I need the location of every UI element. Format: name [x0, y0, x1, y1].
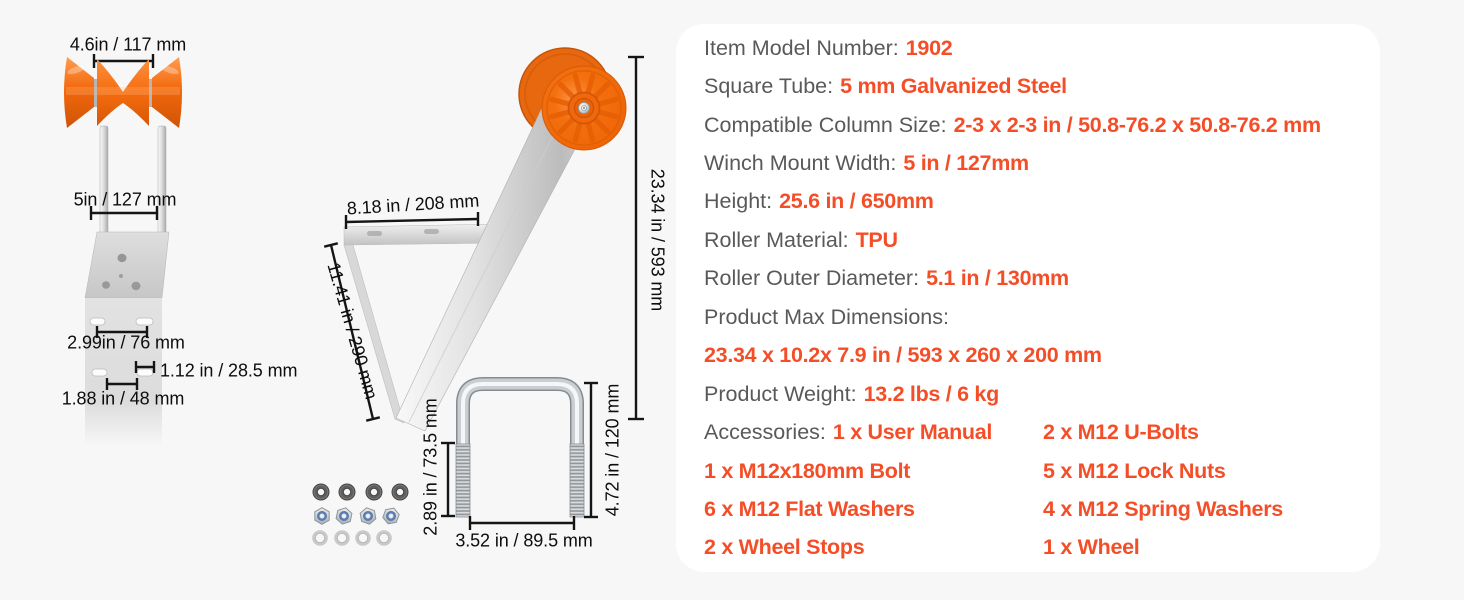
- dim-label-ubolt-width: 3.52 in / 89.5 mm: [455, 530, 593, 551]
- spec-label: Product Max Dimensions:: [704, 304, 949, 329]
- dim-line-diagonal: [323, 242, 381, 422]
- dim-line-slot-spacing-wide: [95, 326, 149, 338]
- accessory-item: 2 x Wheel Stops: [704, 535, 865, 560]
- bracket-slots: [89, 317, 154, 377]
- spec-row-max-dimensions-value: 23.34 x 10.2x 7.9 in / 593 x 260 x 200 m…: [704, 337, 1380, 375]
- dim-line-ubolt-thread: [441, 441, 455, 518]
- spec-value: 13.2 lbs / 6 kg: [863, 381, 1000, 406]
- ubolt-thread-right: [569, 443, 585, 518]
- accessories-row: 1 x M12x180mm Bolt 5 x M12 Lock Nuts: [704, 452, 1380, 490]
- spring-washers-illustration: [312, 530, 392, 546]
- spec-value: 25.6 in / 650mm: [779, 189, 934, 214]
- spec-value: 5.1 in / 130mm: [926, 266, 1069, 291]
- spec-card: Item Model Number: 1902 Square Tube: 5 m…: [676, 24, 1380, 572]
- arm-left-strip: [343, 244, 405, 424]
- accessory-item: 2 x M12 U-Bolts: [1043, 420, 1199, 445]
- dim-label-slot-spacing-wide: 2.99in / 76 mm: [67, 332, 185, 353]
- spec-row-max-dimensions-label: Product Max Dimensions:: [704, 298, 1380, 336]
- dim-line-mount-width: [89, 206, 159, 220]
- accessories-row: Accessories: 1 x User Manual 2 x M12 U-B…: [704, 413, 1380, 451]
- accessory-item: 1 x User Manual: [832, 420, 993, 445]
- spec-label: Item Model Number:: [704, 35, 899, 60]
- dim-label-ubolt-thread: 2.89 in / 73.5 mm: [420, 398, 441, 536]
- spec-value: 5 mm Galvanized Steel: [840, 74, 1067, 99]
- spec-value: 1902: [905, 35, 953, 60]
- spec-value: 2-3 x 2-3 in / 50.8-76.2 x 50.8-76.2 mm: [953, 112, 1321, 137]
- spec-row-product-weight: Product Weight: 13.2 lbs / 6 kg: [704, 375, 1380, 413]
- dim-label-slot-spacing-narrow: 1.88 in / 48 mm: [61, 388, 185, 409]
- accessory-item: 5 x M12 Lock Nuts: [1043, 458, 1226, 483]
- accessories-row: 6 x M12 Flat Washers 4 x M12 Spring Wash…: [704, 490, 1380, 528]
- dim-label-total-height: 23.34 in / 593 mm: [647, 168, 668, 312]
- spec-label: Winch Mount Width:: [704, 151, 897, 176]
- spec-label: Compatible Column Size:: [704, 112, 947, 137]
- dim-line-ubolt-height: [584, 381, 598, 519]
- dim-label-mount-width: 5in / 127 mm: [73, 189, 177, 210]
- accessory-item: 6 x M12 Flat Washers: [704, 496, 915, 521]
- spec-value: 5 in / 127mm: [903, 151, 1029, 176]
- spec-value: TPU: [855, 227, 898, 252]
- spec-label: Product Weight:: [704, 381, 857, 406]
- spec-label: Roller Outer Diameter:: [704, 266, 920, 291]
- spec-row-square-tube: Square Tube: 5 mm Galvanized Steel: [704, 67, 1380, 105]
- spec-row-model-number: Item Model Number: 1902: [704, 29, 1380, 67]
- mount-bracket-illustration: [84, 231, 170, 446]
- dim-label-ubolt-height: 4.72 in / 120 mm: [602, 383, 623, 517]
- drawings-canvas: [64, 47, 644, 546]
- dim-line-total-height: [628, 55, 644, 421]
- ubolt-thread-left: [455, 443, 471, 518]
- spec-value: 23.34 x 10.2x 7.9 in / 593 x 260 x 200 m…: [704, 343, 1102, 368]
- spec-label: Square Tube:: [704, 74, 834, 99]
- dim-line-slot-length: [134, 361, 156, 373]
- flat-washers-illustration: [312, 483, 409, 501]
- spec-row-winch-mount-width: Winch Mount Width: 5 in / 127mm: [704, 144, 1380, 182]
- accessory-item: 4 x M12 Spring Washers: [1043, 496, 1283, 521]
- dim-line-top-bar: [344, 212, 480, 229]
- accessory-item: 1 x M12x180mm Bolt: [704, 458, 911, 483]
- accessories-row: 2 x Wheel Stops 1 x Wheel: [704, 529, 1380, 567]
- dim-label-slot-length: 1.12 in / 28.5 mm: [160, 360, 298, 381]
- lock-nuts-illustration: [313, 504, 402, 528]
- spec-row-column-size: Compatible Column Size: 2-3 x 2-3 in / 5…: [704, 106, 1380, 144]
- spec-label: Roller Material:: [704, 227, 849, 252]
- spec-label: Height:: [704, 189, 773, 214]
- u-bolt-illustration: [441, 377, 598, 530]
- dim-label-roller-width: 4.6in / 117 mm: [69, 34, 187, 55]
- accessory-item: 1 x Wheel: [1043, 535, 1140, 560]
- accessories-label: Accessories:: [704, 420, 826, 445]
- winch-arm-illustration: [323, 47, 644, 432]
- spec-row-height: Height: 25.6 in / 650mm: [704, 183, 1380, 221]
- spec-row-roller-material: Roller Material: TPU: [704, 221, 1380, 259]
- dim-line-slot-spacing-narrow: [105, 378, 139, 390]
- spec-row-roller-diameter: Roller Outer Diameter: 5.1 in / 130mm: [704, 260, 1380, 298]
- dim-line-ubolt-width: [468, 516, 576, 530]
- v-roller-illustration: [64, 54, 182, 235]
- roller-wheel-illustration: [541, 65, 627, 151]
- dimension-drawings: 4.6in / 117 mm 5in / 127 mm 2.99in / 76 …: [0, 0, 690, 600]
- dim-line-roller-width: [92, 54, 155, 68]
